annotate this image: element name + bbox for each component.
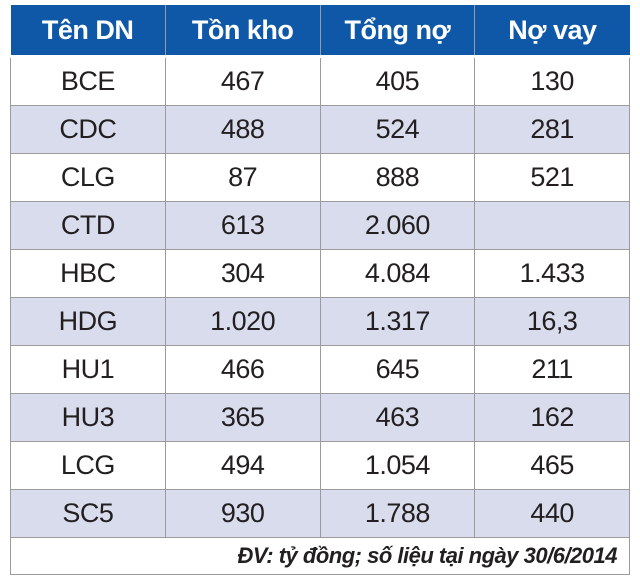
value-cell: 2.060 [319, 201, 476, 250]
company-name-cell: CTD [10, 201, 166, 250]
value-cell: 1.054 [319, 441, 476, 490]
value-cell: 645 [319, 345, 476, 394]
value-cell: 211 [474, 345, 630, 394]
value-cell: 930 [164, 489, 321, 538]
table-body: BCE 467 405 130 CDC 488 524 281 CLG 87 8… [10, 56, 630, 538]
column-header-ton-kho: Tồn kho [164, 5, 320, 58]
company-name-cell: HU1 [10, 345, 166, 394]
value-cell: 1.317 [319, 297, 476, 346]
value-cell: 87 [164, 153, 321, 202]
table-row: SC5 930 1.788 440 [10, 489, 630, 538]
value-cell: 888 [319, 153, 476, 202]
table-row: CLG 87 888 521 [10, 153, 630, 202]
column-header-no-vay: Nợ vay [474, 5, 630, 58]
value-cell: 1.020 [164, 297, 321, 346]
value-cell: 466 [164, 345, 321, 394]
company-name-cell: CLG [10, 153, 166, 202]
table-row: HBC 304 4.084 1.433 [10, 249, 630, 298]
value-cell: 16,3 [474, 297, 630, 346]
value-cell: 463 [319, 393, 476, 442]
value-cell: 521 [474, 153, 630, 202]
value-cell: 488 [164, 105, 321, 154]
value-cell: 4.084 [319, 249, 476, 298]
table-row: LCG 494 1.054 465 [10, 441, 630, 490]
value-cell: 1.788 [319, 489, 476, 538]
value-cell: 130 [474, 56, 630, 106]
value-cell: 494 [164, 441, 321, 490]
value-cell: 281 [474, 105, 630, 154]
value-cell: 465 [474, 441, 630, 490]
value-cell: 613 [164, 201, 321, 250]
table-row: HU3 365 463 162 [10, 393, 630, 442]
column-header-tong-no: Tổng nợ [319, 5, 475, 58]
table-row: CTD 613 2.060 [10, 201, 630, 250]
company-name-cell: LCG [10, 441, 166, 490]
value-cell: 440 [474, 489, 630, 538]
financial-table: Tên DN Tồn kho Tổng nợ Nợ vay BCE 467 40… [10, 5, 630, 575]
header-row: Tên DN Tồn kho Tổng nợ Nợ vay [10, 5, 630, 58]
value-cell: 405 [319, 56, 476, 106]
company-name-cell: BCE [10, 56, 166, 106]
value-cell: 304 [164, 249, 321, 298]
value-cell [474, 201, 630, 250]
company-name-cell: HU3 [10, 393, 166, 442]
table-footer: ĐV: tỷ đồng; số liệu tại ngày 30/6/2014 [10, 537, 630, 575]
table-row: HDG 1.020 1.317 16,3 [10, 297, 630, 346]
company-name-cell: SC5 [10, 489, 166, 538]
value-cell: 524 [319, 105, 476, 154]
company-name-cell: CDC [10, 105, 166, 154]
column-header-ten-dn: Tên DN [10, 5, 166, 58]
footer-row: ĐV: tỷ đồng; số liệu tại ngày 30/6/2014 [10, 537, 630, 575]
table-row: BCE 467 405 130 [10, 56, 630, 106]
table-footnote: ĐV: tỷ đồng; số liệu tại ngày 30/6/2014 [10, 537, 630, 575]
value-cell: 1.433 [474, 249, 630, 298]
value-cell: 162 [474, 393, 630, 442]
table-header: Tên DN Tồn kho Tổng nợ Nợ vay [10, 5, 630, 58]
company-name-cell: HBC [10, 249, 166, 298]
value-cell: 365 [164, 393, 321, 442]
table-row: CDC 488 524 281 [10, 105, 630, 154]
value-cell: 467 [164, 56, 321, 106]
company-name-cell: HDG [10, 297, 166, 346]
table-row: HU1 466 645 211 [10, 345, 630, 394]
